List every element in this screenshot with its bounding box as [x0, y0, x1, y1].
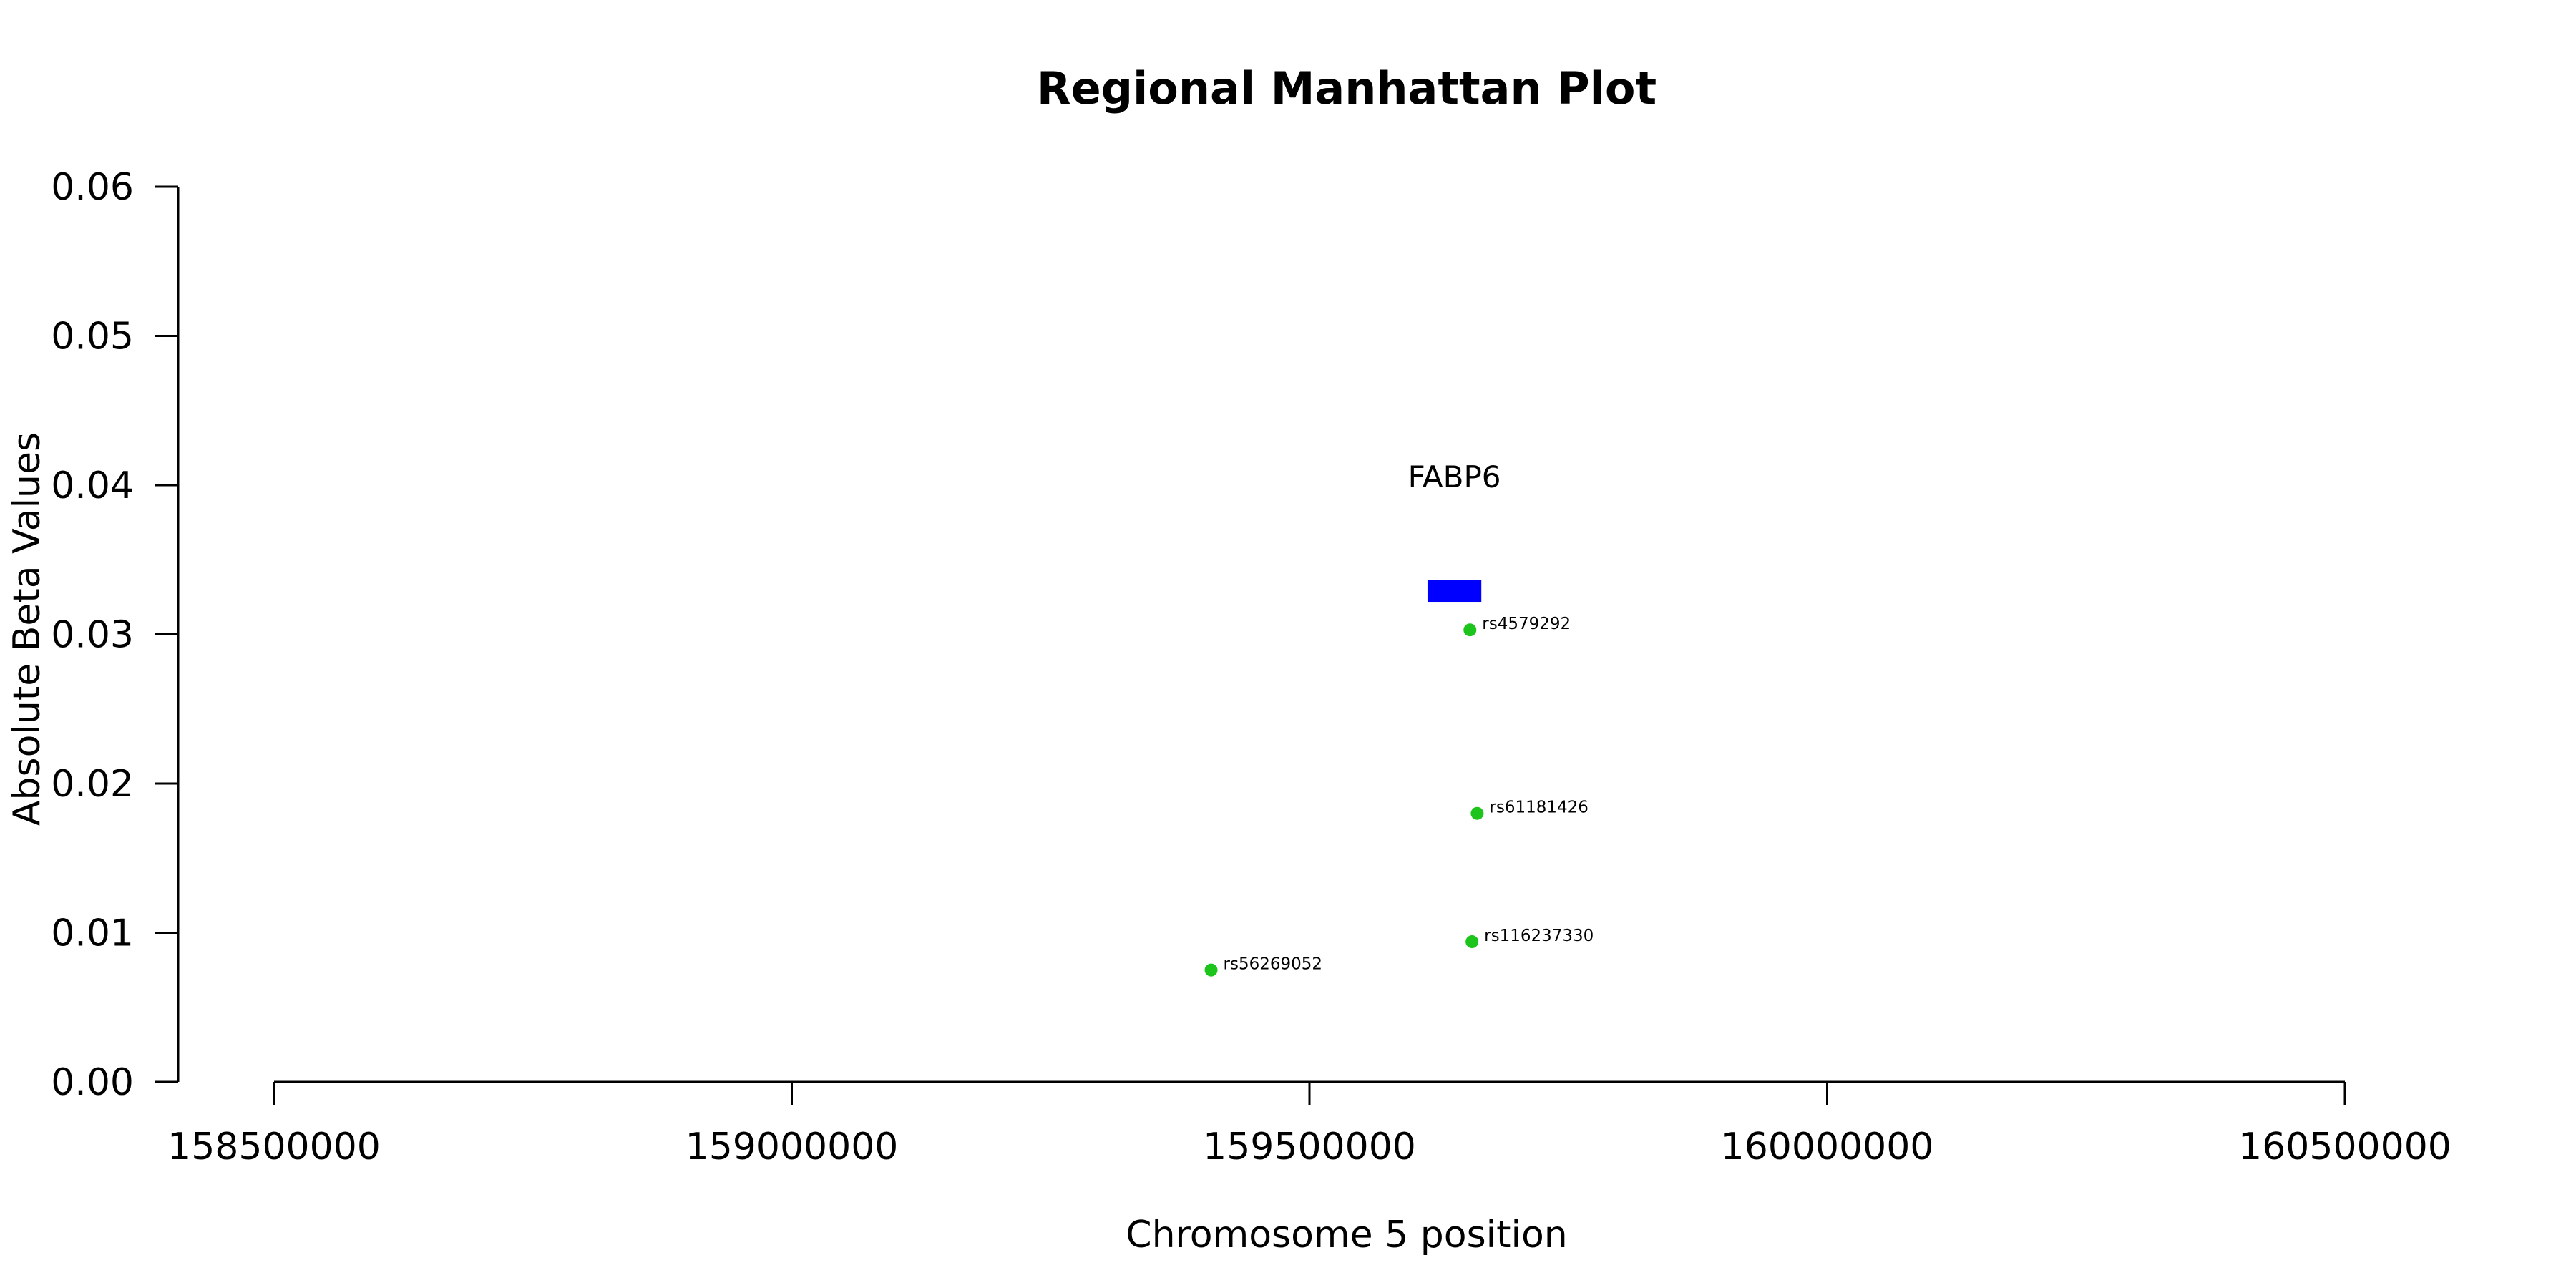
snp-point — [1204, 963, 1218, 977]
chart-title: Regional Manhattan Plot — [1037, 62, 1657, 114]
snp-point — [1465, 935, 1479, 949]
snp-points: rs4579292 rs61181426 rs116237330 rs56269052 — [1204, 615, 1594, 977]
x-tick-label: 158500000 — [167, 1126, 381, 1169]
y-axis: 0.00 0.01 0.02 0.03 0.04 0.05 0.06 — [51, 166, 180, 1104]
gene-label: FABP6 — [1408, 459, 1501, 494]
y-tick-label: 0.01 — [51, 912, 134, 955]
x-tick-label: 160500000 — [2238, 1126, 2451, 1169]
y-tick-label: 0.06 — [51, 166, 134, 209]
y-tick-label: 0.02 — [51, 763, 134, 806]
snp-label: rs61181426 — [1489, 799, 1589, 817]
snp-label: rs56269052 — [1224, 955, 1323, 974]
gene-block — [1427, 580, 1482, 603]
x-tick-label: 159000000 — [686, 1126, 899, 1169]
snp-label: rs116237330 — [1484, 927, 1594, 945]
x-axis: 158500000 159000000 159500000 160000000 1605… — [167, 1080, 2451, 1169]
y-tick-label: 0.00 — [51, 1061, 134, 1104]
y-axis-label: Absolute Beta Values — [6, 432, 49, 826]
y-tick-label: 0.04 — [51, 464, 134, 507]
snp-point — [1470, 806, 1484, 820]
y-tick-label: 0.05 — [51, 316, 134, 358]
snp-point — [1463, 623, 1477, 637]
x-axis-label: Chromosome 5 position — [1126, 1214, 1567, 1257]
x-tick-label: 160000000 — [1721, 1126, 1934, 1169]
gene-track: FABP6 — [1408, 459, 1501, 603]
x-tick-label: 159500000 — [1203, 1126, 1416, 1169]
snp-label: rs4579292 — [1482, 615, 1571, 633]
y-tick-label: 0.03 — [51, 614, 134, 657]
